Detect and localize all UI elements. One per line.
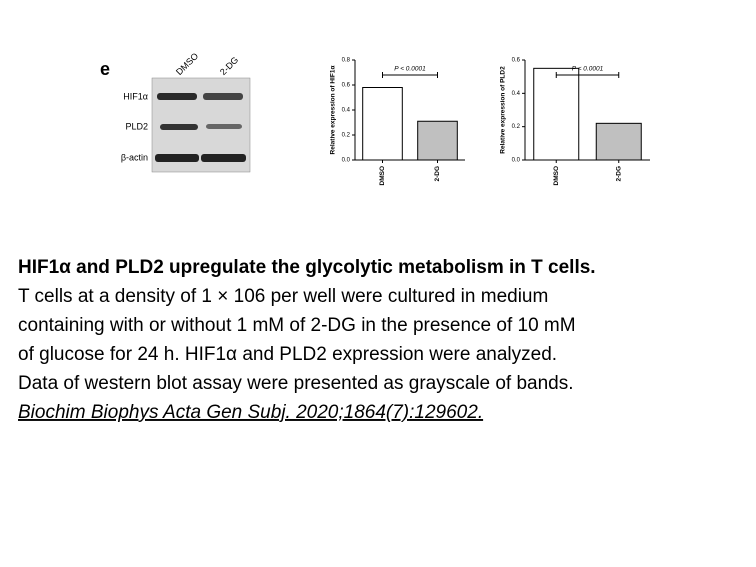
x-tick-label: DMSO (553, 166, 560, 186)
band (155, 154, 199, 162)
y-tick-label: 0.0 (512, 158, 521, 164)
caption-line: T cells at a density of 1 × 106 per well… (18, 286, 548, 307)
y-tick-label: 0.6 (512, 58, 521, 64)
caption-line: of glucose for 24 h. HIF1α and PLD2 expr… (18, 344, 557, 365)
y-tick-label: 0.2 (342, 133, 351, 139)
y-tick-label: 0.2 (512, 124, 521, 130)
y-axis-label: Relative expression of PLD2 (500, 66, 507, 154)
caption-title: HIF1α and PLD2 upregulate the glycolytic… (18, 257, 596, 278)
y-tick-label: 0.4 (512, 91, 521, 97)
western-blot: HIF1α PLD2 β-actin DMSO 2-DG (121, 51, 251, 173)
row-label: HIF1α (123, 91, 148, 101)
lane-label: DMSO (174, 51, 200, 77)
x-tick-label: 2-DG (615, 166, 622, 182)
bar (362, 87, 403, 161)
caption: HIF1α and PLD2 upregulate the glycolytic… (18, 257, 596, 423)
y-tick-label: 0.4 (342, 108, 351, 114)
band (206, 124, 242, 129)
x-tick-label: 2-DG (434, 166, 441, 182)
bar (595, 122, 642, 161)
band (157, 93, 197, 100)
bar (533, 67, 580, 161)
annotation: P < 0.0001 (572, 66, 604, 73)
panel-label: e (100, 59, 110, 79)
band (160, 124, 198, 130)
row-label: β-actin (121, 152, 148, 162)
bar (417, 120, 458, 161)
y-axis-label: Relative expression of HIF1α (330, 66, 337, 155)
y-tick-label: 0.8 (342, 58, 351, 64)
annotation: P < 0.0001 (394, 66, 426, 73)
row-label: PLD2 (125, 121, 148, 131)
citation: Biochim Biophys Acta Gen Subj. 2020;1864… (18, 402, 483, 423)
caption-line: containing with or without 1 mM of 2-DG … (18, 315, 576, 336)
y-tick-label: 0.6 (342, 83, 351, 89)
lane-label: 2-DG (218, 55, 240, 77)
band (203, 93, 243, 100)
caption-line: Data of western blot assay were presente… (18, 373, 574, 394)
x-tick-label: DMSO (379, 166, 386, 186)
y-tick-label: 0.0 (342, 158, 351, 164)
band (201, 154, 246, 162)
